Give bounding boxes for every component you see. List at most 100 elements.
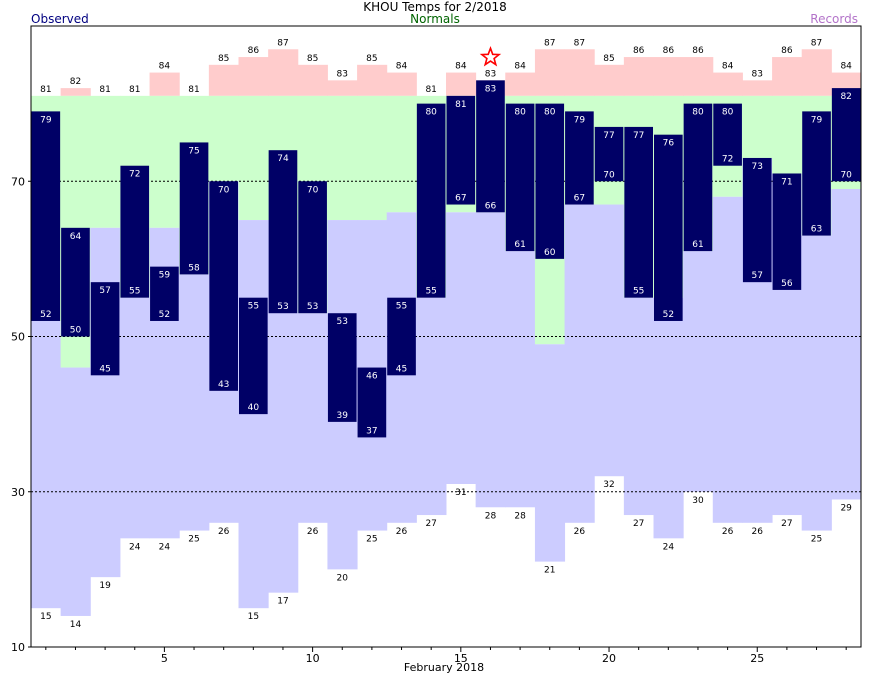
observed-low-label-day-7: 43 bbox=[218, 380, 229, 390]
record-low-label-day-25: 26 bbox=[752, 527, 764, 537]
observed-bar-day-6 bbox=[179, 142, 209, 275]
observed-high-label-day-14: 80 bbox=[425, 108, 437, 118]
observed-bar-day-8 bbox=[239, 297, 268, 415]
record-high-label-day-9: 87 bbox=[277, 38, 288, 48]
record-low-label-day-16: 28 bbox=[485, 511, 497, 521]
record-low-band-day-17 bbox=[505, 251, 536, 508]
y-tick-label-50: 50 bbox=[11, 331, 25, 344]
record-low-label-day-20: 32 bbox=[603, 480, 614, 490]
observed-low-label-day-25: 57 bbox=[752, 271, 763, 281]
observed-low-label-day-21: 55 bbox=[633, 287, 644, 297]
observed-high-label-day-8: 55 bbox=[248, 302, 259, 312]
record-high-band-day-12 bbox=[357, 64, 388, 96]
observed-high-label-day-9: 74 bbox=[277, 154, 289, 164]
observed-bar-day-1 bbox=[31, 111, 61, 321]
record-low-label-day-9: 17 bbox=[277, 597, 288, 607]
record-high-band-day-24 bbox=[712, 72, 743, 96]
record-low-band-day-16 bbox=[475, 212, 506, 508]
record-high-label-day-7: 85 bbox=[218, 54, 229, 64]
observed-low-label-day-22: 52 bbox=[663, 310, 674, 320]
observed-low-label-day-17: 61 bbox=[514, 240, 525, 250]
record-high-label-day-8: 86 bbox=[248, 46, 260, 56]
observed-low-label-day-1: 52 bbox=[40, 310, 51, 320]
record-high-label-day-19: 87 bbox=[574, 38, 585, 48]
record-high-band-day-11 bbox=[327, 80, 358, 96]
observed-high-label-day-24: 80 bbox=[722, 108, 734, 118]
record-high-band-day-10 bbox=[297, 64, 328, 96]
normal-band-day-7 bbox=[208, 95, 239, 182]
observed-low-label-day-11: 39 bbox=[337, 411, 349, 421]
observed-low-label-day-3: 45 bbox=[99, 364, 110, 374]
observed-bar-day-16 bbox=[476, 80, 505, 213]
record-low-label-day-28: 29 bbox=[840, 504, 852, 514]
observed-bar-day-20 bbox=[594, 126, 624, 182]
record-low-label-day-18: 21 bbox=[544, 566, 555, 576]
observed-high-label-day-13: 55 bbox=[396, 302, 407, 312]
record-high-band-day-8 bbox=[238, 57, 269, 96]
record-high-label-day-5: 84 bbox=[159, 62, 171, 72]
x-tick-label-20: 20 bbox=[602, 652, 616, 665]
record-high-label-day-10: 85 bbox=[307, 54, 318, 64]
x-tick-label-15: 15 bbox=[454, 652, 468, 665]
record-high-label-day-24: 84 bbox=[722, 62, 734, 72]
observed-low-label-day-16: 66 bbox=[485, 201, 497, 211]
observed-bar-day-13 bbox=[387, 297, 416, 376]
record-low-band-day-23 bbox=[683, 251, 714, 492]
record-low-label-day-10: 26 bbox=[307, 527, 319, 537]
record-low-band-day-14 bbox=[416, 297, 447, 516]
record-low-band-day-24 bbox=[712, 196, 743, 523]
legend-observed: Observed bbox=[31, 12, 89, 26]
record-high-label-day-23: 86 bbox=[692, 46, 704, 56]
x-tick-label-5: 5 bbox=[161, 652, 168, 665]
observed-bar-day-21 bbox=[624, 126, 653, 298]
observed-high-label-day-15: 81 bbox=[455, 100, 466, 110]
record-low-band-day-19 bbox=[564, 204, 595, 523]
normal-band-day-8 bbox=[238, 95, 269, 221]
observed-high-label-day-5: 59 bbox=[159, 271, 171, 281]
observed-low-label-day-9: 53 bbox=[277, 302, 288, 312]
observed-low-label-day-4: 55 bbox=[129, 287, 140, 297]
observed-high-label-day-6: 75 bbox=[188, 146, 199, 156]
record-high-label-day-15: 84 bbox=[455, 62, 467, 72]
record-high-label-day-13: 84 bbox=[396, 62, 408, 72]
record-low-label-day-12: 25 bbox=[366, 535, 377, 545]
observed-high-label-day-28: 82 bbox=[840, 92, 851, 102]
record-high-label-day-28: 84 bbox=[840, 62, 852, 72]
record-high-band-day-15 bbox=[446, 72, 477, 96]
record-high-band-day-23 bbox=[683, 57, 714, 96]
normal-band-day-12 bbox=[357, 95, 388, 221]
observed-high-label-day-1: 79 bbox=[40, 115, 52, 125]
record-low-label-day-13: 26 bbox=[396, 527, 408, 537]
observed-high-label-day-27: 79 bbox=[811, 115, 823, 125]
observed-low-label-day-27: 63 bbox=[811, 225, 822, 235]
record-high-band-day-17 bbox=[505, 72, 536, 96]
observed-bar-day-26 bbox=[772, 173, 802, 290]
record-high-band-day-7 bbox=[208, 64, 239, 96]
normal-band-day-3 bbox=[90, 95, 121, 228]
record-high-band-day-20 bbox=[594, 64, 625, 96]
record-high-band-day-18 bbox=[534, 49, 566, 96]
observed-low-label-day-12: 37 bbox=[366, 426, 377, 436]
observed-high-label-day-7: 70 bbox=[218, 185, 230, 195]
observed-low-label-day-5: 52 bbox=[159, 310, 170, 320]
observed-high-label-day-3: 57 bbox=[99, 286, 110, 296]
record-low-label-day-5: 24 bbox=[159, 542, 171, 552]
normal-band-day-26 bbox=[772, 95, 803, 174]
observed-high-label-day-22: 76 bbox=[663, 139, 675, 149]
record-high-label-day-22: 86 bbox=[663, 46, 675, 56]
observed-bar-day-5 bbox=[150, 266, 179, 321]
record-high-band-day-21 bbox=[623, 57, 654, 96]
normal-band-day-25 bbox=[742, 95, 773, 158]
record-high-label-day-20: 85 bbox=[603, 54, 614, 64]
observed-high-label-day-20: 77 bbox=[603, 131, 614, 141]
record-low-band-day-20 bbox=[594, 204, 625, 477]
record-low-band-day-27 bbox=[801, 235, 832, 531]
observed-high-label-day-26: 71 bbox=[781, 177, 792, 187]
record-low-band-day-4 bbox=[119, 297, 151, 539]
observed-bar-day-28 bbox=[831, 88, 861, 182]
legend-records: Records bbox=[810, 12, 858, 26]
record-high-band-day-9 bbox=[268, 49, 299, 96]
record-low-label-day-21: 27 bbox=[633, 519, 644, 529]
observed-low-label-day-24: 72 bbox=[722, 155, 733, 165]
observed-bar-day-11 bbox=[327, 313, 357, 422]
